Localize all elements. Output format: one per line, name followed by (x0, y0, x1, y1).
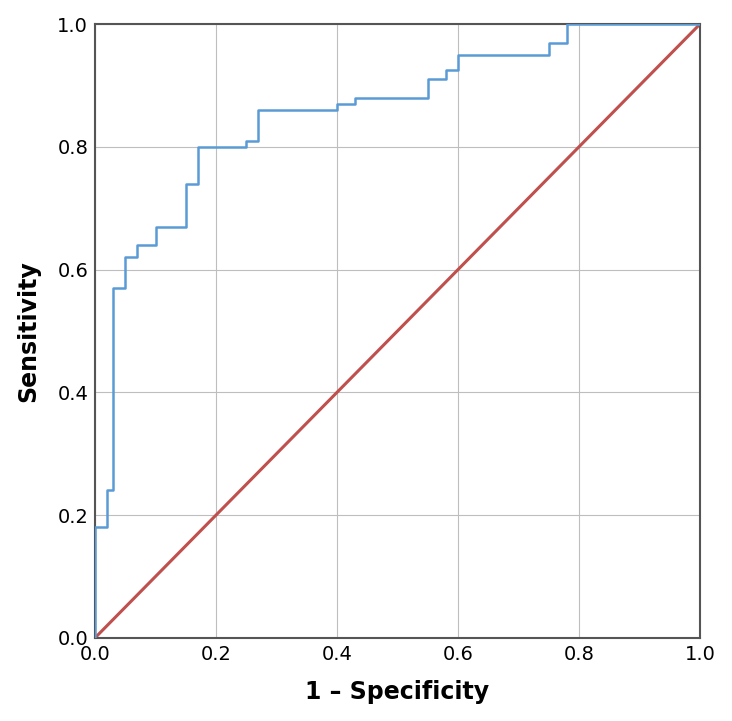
X-axis label: 1 – Specificity: 1 – Specificity (305, 681, 490, 704)
Y-axis label: Sensitivity: Sensitivity (17, 260, 41, 402)
